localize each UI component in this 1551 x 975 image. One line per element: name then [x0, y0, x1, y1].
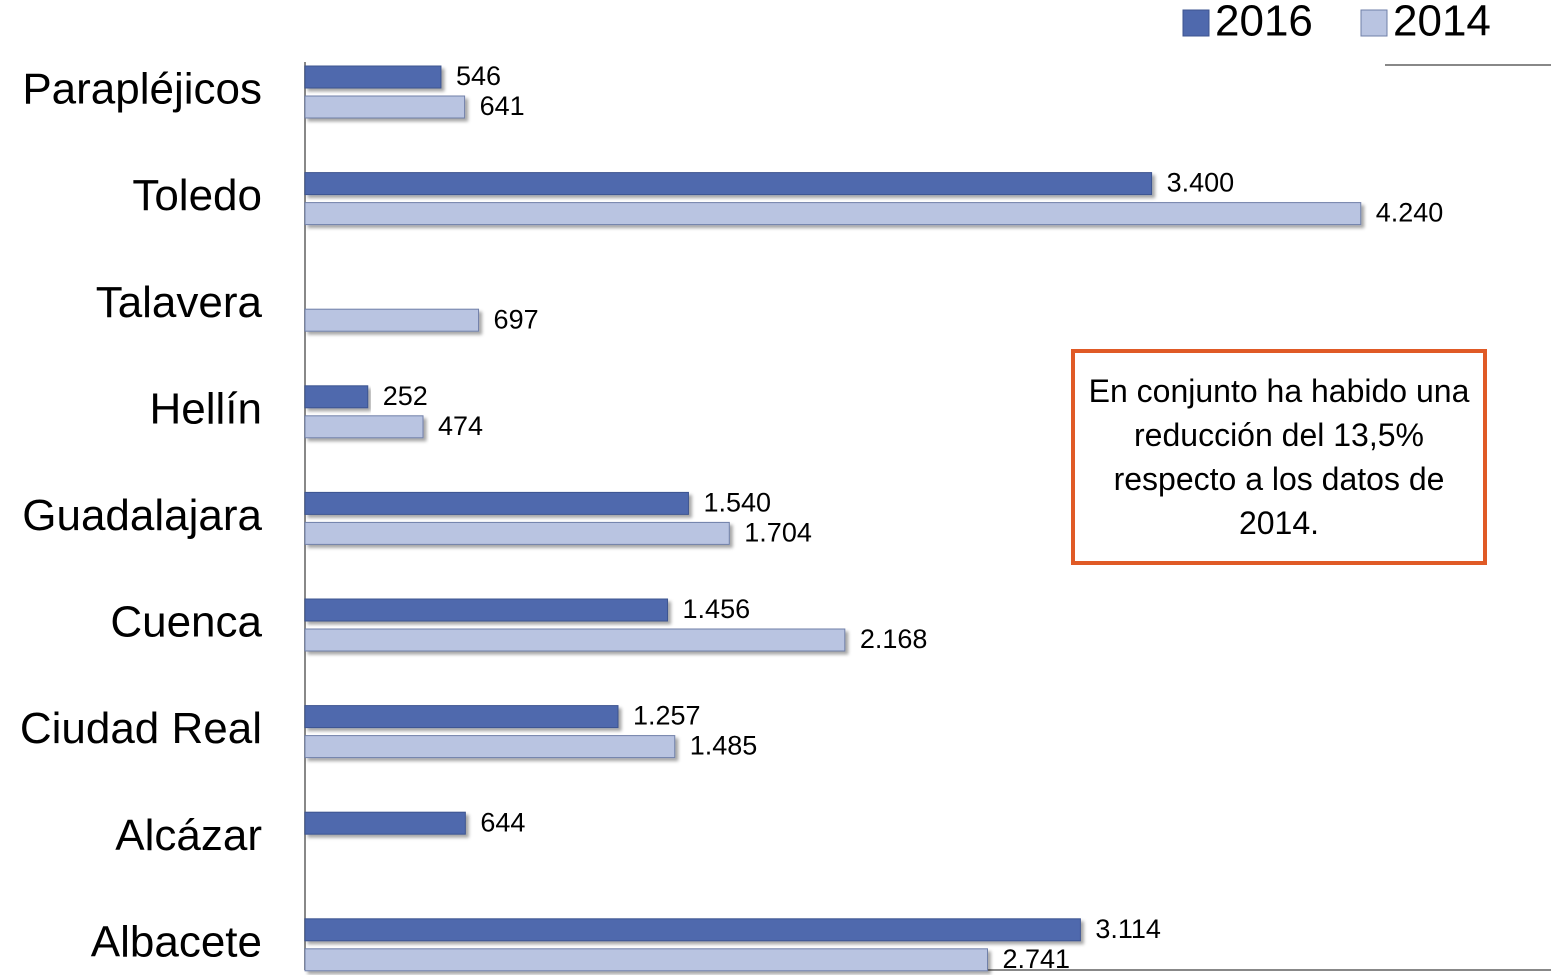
data-label: 1.257 [633, 701, 701, 731]
data-label: 641 [480, 91, 525, 121]
data-label: 1.704 [744, 518, 812, 548]
y-tick-label: Talavera [96, 278, 263, 327]
data-label: 697 [494, 304, 539, 334]
bar [304, 521, 730, 545]
y-tick-label: Cuenca [110, 598, 262, 647]
bar [304, 308, 480, 332]
data-label: 2.741 [1003, 944, 1071, 974]
y-tick-label: Toledo [132, 171, 262, 220]
y-tick-label: Hellín [150, 384, 263, 433]
bar [304, 415, 424, 439]
bar [304, 705, 619, 729]
y-tick-label: Ciudad Real [20, 704, 262, 753]
bar [304, 628, 846, 652]
bar [304, 491, 689, 515]
y-tick-label: Parapléjicos [22, 65, 262, 114]
y-tick-label: Albacete [91, 917, 262, 966]
data-label: 3.400 [1167, 168, 1235, 198]
data-label: 252 [383, 381, 428, 411]
bar [304, 202, 1362, 226]
data-label: 644 [480, 807, 525, 837]
data-label: 4.240 [1376, 198, 1444, 228]
y-tick-label: Guadalajara [22, 491, 262, 540]
y-tick-label: Alcázar [115, 811, 262, 860]
data-label: 546 [456, 61, 501, 91]
data-label: 1.485 [690, 731, 758, 761]
legend-swatch [1360, 9, 1388, 37]
bar [304, 598, 669, 622]
bar [304, 385, 369, 409]
bar [304, 948, 989, 972]
legend-swatch [1182, 9, 1210, 37]
legend-label: 2014 [1393, 0, 1491, 46]
bar [304, 172, 1153, 196]
bar [304, 65, 442, 89]
bar [304, 811, 466, 835]
bar [304, 95, 466, 119]
bar [304, 735, 676, 759]
data-label: 1.456 [683, 594, 751, 624]
data-label: 3.114 [1095, 914, 1161, 944]
data-label: 1.540 [703, 488, 771, 518]
annotation: En conjunto ha habido una reducción del … [1071, 349, 1487, 565]
legend-label: 2016 [1215, 0, 1313, 46]
data-label: 2.168 [860, 624, 928, 654]
bar [304, 918, 1081, 942]
data-label: 474 [438, 411, 483, 441]
